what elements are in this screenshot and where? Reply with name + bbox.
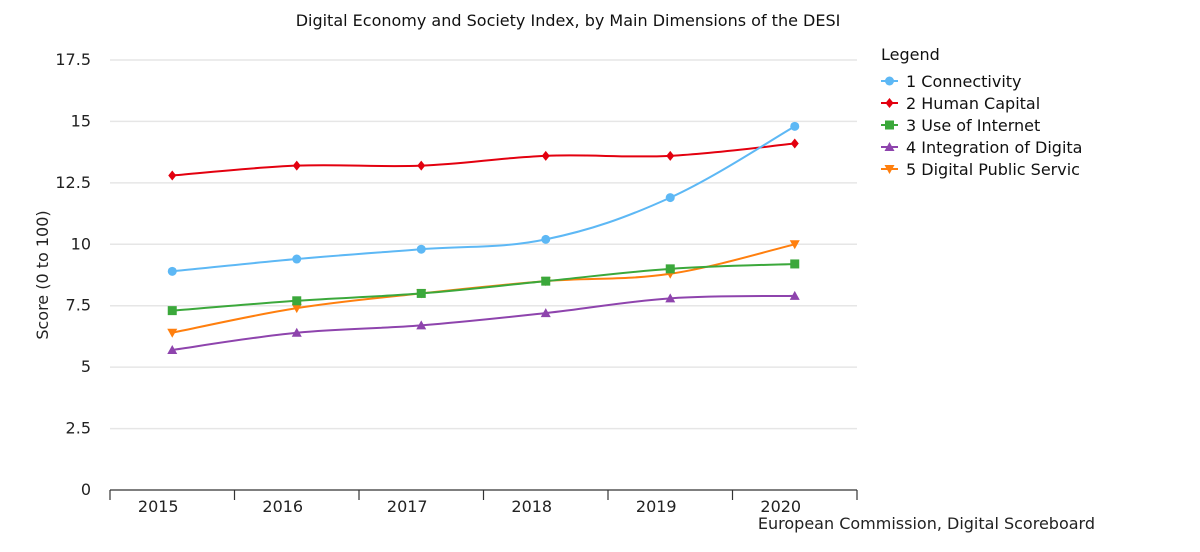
data-point (291, 327, 302, 337)
data-point (416, 320, 427, 330)
series-line (172, 262, 795, 312)
series-group (167, 121, 800, 354)
data-point (167, 266, 177, 276)
x-tick-label: 2018 (511, 497, 552, 516)
data-point (790, 121, 800, 131)
data-point (417, 160, 426, 171)
series-2 (168, 138, 799, 181)
legend-item[interactable]: 5 Digital Public Servic (881, 160, 1080, 179)
data-point (541, 234, 551, 244)
data-point (541, 276, 551, 286)
legend-label: 3 Use of Internet (906, 116, 1040, 135)
y-tick-label: 10 (71, 234, 91, 253)
y-axis-label: Score (0 to 100) (33, 210, 52, 339)
gridlines (110, 59, 857, 430)
x-tick-label: 2020 (760, 497, 801, 516)
data-point (541, 150, 550, 161)
data-point (665, 293, 676, 303)
legend-label: 5 Digital Public Servic (906, 160, 1080, 179)
data-point (790, 259, 800, 269)
series-1 (167, 121, 800, 276)
data-point (292, 296, 302, 306)
data-point (168, 170, 177, 181)
y-tick-label: 17.5 (55, 50, 91, 69)
legend-label: 4 Integration of Digita (906, 138, 1082, 157)
series-line (172, 125, 796, 273)
data-point (665, 193, 675, 203)
y-tick-label: 5 (81, 357, 91, 376)
y-axis-ticks: 0 2.5 5 7.5 10 12.5 15 17.5 (55, 50, 91, 499)
y-tick-label: 0 (81, 480, 91, 499)
data-point (416, 288, 426, 298)
legend-item[interactable]: 3 Use of Internet (881, 116, 1040, 135)
x-tick-label: 2015 (138, 497, 179, 516)
chart-title: Digital Economy and Society Index, by Ma… (296, 11, 841, 30)
legend-marker-icon (884, 165, 895, 174)
data-point (292, 160, 301, 171)
data-point (665, 264, 675, 274)
data-point (540, 308, 551, 318)
data-point (167, 328, 178, 338)
series-3 (167, 259, 800, 316)
series-line (172, 142, 795, 177)
legend-marker-icon (885, 98, 894, 108)
y-tick-label: 7.5 (66, 296, 91, 315)
source-label: European Commission, Digital Scoreboard (758, 514, 1095, 533)
data-point (666, 150, 675, 161)
x-tick-label: 2017 (387, 497, 428, 516)
legend-item[interactable]: 2 Human Capital (881, 94, 1040, 113)
legend-item[interactable]: 4 Integration of Digita (881, 138, 1082, 157)
data-point (291, 304, 302, 314)
data-point (790, 138, 799, 149)
legend-marker-icon (885, 76, 894, 86)
data-point (789, 290, 800, 300)
y-tick-label: 2.5 (66, 419, 91, 438)
series-line (172, 294, 795, 351)
legend-title: Legend (881, 45, 940, 64)
legend: Legend 1 Connectivity 2 Human Capital 3 Us… (881, 45, 1082, 179)
legend-item[interactable]: 1 Connectivity (881, 72, 1022, 91)
y-tick-label: 15 (71, 111, 91, 130)
legend-marker-icon (885, 120, 894, 130)
series-4 (167, 290, 800, 354)
data-point (167, 306, 177, 316)
legend-marker-icon (884, 142, 895, 151)
x-axis: 2015 2016 2017 2018 2019 2020 (109, 489, 858, 516)
data-point (789, 240, 800, 250)
x-tick-label: 2019 (636, 497, 677, 516)
series-5 (167, 240, 800, 338)
data-point (167, 344, 178, 354)
data-point (416, 244, 426, 254)
legend-label: 1 Connectivity (906, 72, 1022, 91)
y-tick-label: 12.5 (55, 173, 91, 192)
x-tick-label: 2016 (262, 497, 303, 516)
data-point (292, 254, 302, 264)
legend-label: 2 Human Capital (906, 94, 1040, 113)
